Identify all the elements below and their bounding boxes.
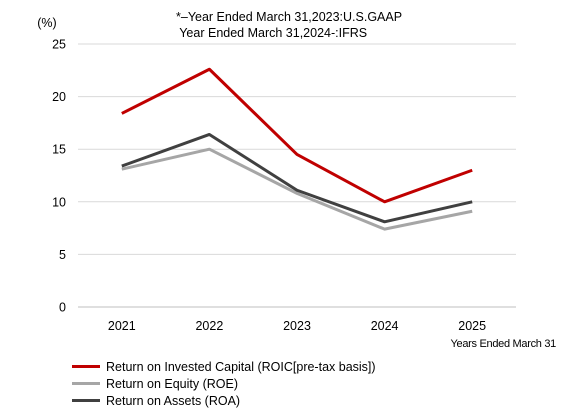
x-tick-label: 2021	[108, 319, 136, 333]
legend-item-roic: Return on Invested Capital (ROIC[pre-tax…	[72, 358, 376, 375]
y-axis-label: (%)	[37, 16, 56, 30]
legend-swatch-roe	[72, 382, 100, 385]
accounting-note-line-1: *–Year Ended March 31,2023:U.S.GAAP	[176, 10, 403, 24]
y-tick-label: 15	[52, 143, 66, 157]
x-axis-label: Years Ended March 31	[451, 338, 557, 350]
y-tick-label: 25	[52, 38, 66, 52]
x-tick-label: 2022	[195, 319, 223, 333]
legend-swatch-roa	[72, 399, 100, 402]
x-tick-label: 2025	[458, 319, 486, 333]
series-line-roic	[121, 67, 473, 204]
y-tick-label: 10	[52, 195, 66, 209]
chart-legend: Return on Invested Capital (ROIC[pre-tax…	[72, 358, 376, 409]
series-line-roa	[121, 132, 473, 224]
y-tick-label: 5	[59, 248, 66, 262]
legend-label-roa: Return on Assets (ROA)	[106, 393, 241, 408]
legend-item-roe: Return on Equity (ROE)	[72, 375, 376, 392]
y-tick-label: 20	[52, 90, 66, 104]
legend-item-roa: Return on Assets (ROA)	[72, 392, 376, 409]
x-tick-label: 2024	[371, 319, 399, 333]
x-tick-label: 2023	[283, 319, 311, 333]
legend-label-roe: Return on Equity (ROE)	[106, 376, 238, 391]
legend-swatch-roic	[72, 365, 100, 368]
y-tick-label: 0	[59, 301, 66, 315]
series-line-roe	[121, 147, 473, 231]
accounting-note-line-2: Year Ended March 31,2024-:IFRS	[176, 26, 368, 40]
legend-label-roic: Return on Invested Capital (ROIC[pre-tax…	[106, 359, 376, 374]
